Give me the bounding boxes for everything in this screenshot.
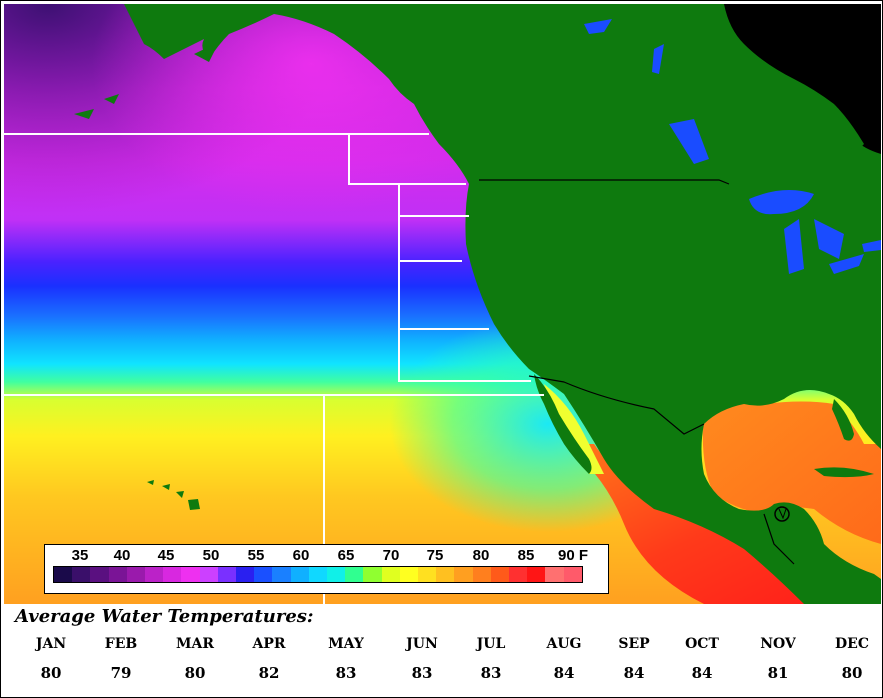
legend-tick-label: 80 (472, 547, 490, 564)
legend-tick-label: 60 (292, 547, 310, 564)
legend-ticks: 35 40 45 50 55 60 65 70 75 80 85 90 F (45, 547, 608, 565)
lake-michigan (784, 219, 804, 274)
month-name: MAR (176, 636, 214, 652)
map-svg (4, 4, 881, 604)
month-name: APR (252, 636, 286, 652)
legend-color-swatch (163, 567, 182, 582)
lake-great-bear (584, 19, 612, 34)
month-name: NOV (760, 636, 796, 652)
legend-color-swatch (145, 567, 164, 582)
land-florida (832, 399, 854, 441)
land-baja-california (534, 374, 592, 474)
legend-tick-label: 50 (202, 547, 220, 564)
legend-color-swatch (126, 567, 146, 582)
legend-tick-label: 45 (157, 547, 175, 564)
legend-color-swatch (399, 567, 419, 582)
lake-winnipeg (669, 119, 709, 164)
temperature-legend: 35 40 45 50 55 60 65 70 75 80 85 90 F (44, 544, 609, 594)
legend-color-swatch (199, 567, 218, 582)
month-temperature-value: 83 (411, 664, 433, 682)
border-us-canada (479, 179, 730, 185)
month-temperature-value: 81 (767, 664, 789, 682)
ocean-gulf-of-mexico (702, 401, 881, 544)
land-labrador (834, 104, 864, 149)
legend-color-swatch (181, 567, 200, 582)
legend-color-swatch (90, 567, 109, 582)
legend-color-bar (53, 566, 583, 583)
legend-color-swatch (472, 567, 491, 582)
location-marker-icon (774, 506, 790, 522)
lake-superior (749, 190, 814, 215)
forecast-zone-lines (4, 133, 544, 604)
lake-ontario (862, 240, 881, 252)
legend-tick-label: 90 F (557, 547, 589, 564)
month-name: JAN (35, 636, 67, 652)
ocean-gulf-of-california (544, 384, 604, 474)
border-central-america (763, 513, 795, 565)
land-cuba (814, 467, 874, 478)
legend-color-swatch (236, 567, 255, 582)
border-us-mexico (528, 375, 705, 435)
legend-tick-label: 75 (426, 547, 444, 564)
legend-color-swatch (254, 567, 273, 582)
legend-color-swatch (290, 567, 309, 582)
month-temperature-value: 83 (480, 664, 502, 682)
legend-color-swatch (418, 567, 437, 582)
month-name: OCT (685, 636, 719, 652)
location-marker-glyph (778, 508, 787, 520)
month-name: DEC (835, 636, 869, 652)
month-name: JUL (476, 636, 506, 652)
month-temperature-value: 84 (691, 664, 713, 682)
legend-color-swatch (272, 567, 291, 582)
month-temperature-value: 79 (110, 664, 132, 682)
sea-temperature-map (4, 4, 881, 604)
legend-color-swatch (345, 567, 364, 582)
legend-color-swatch (363, 567, 382, 582)
legend-color-swatch (54, 567, 73, 582)
legend-color-swatch (545, 567, 564, 582)
legend-tick-label: 55 (247, 547, 265, 564)
month-name: FEB (104, 636, 138, 652)
legend-color-swatch (563, 567, 582, 582)
month-temperature-value: 80 (184, 664, 206, 682)
legend-color-swatch (217, 567, 237, 582)
lake-huron (814, 219, 844, 259)
legend-tick-label: 70 (382, 547, 400, 564)
legend-tick-label: 40 (113, 547, 131, 564)
month-name: AUG (546, 636, 582, 652)
legend-color-swatch (436, 567, 455, 582)
legend-color-swatch (327, 567, 346, 582)
month-name: JUN (406, 636, 438, 652)
lake-great-slave (652, 44, 664, 74)
legend-tick-label: 85 (517, 547, 535, 564)
month-temperature-value: 80 (40, 664, 62, 682)
land-hawaii (147, 480, 200, 510)
legend-color-swatch (308, 567, 328, 582)
legend-color-swatch (381, 567, 400, 582)
land-aleutian-islands (74, 42, 219, 119)
legend-tick-label: 35 (71, 547, 89, 564)
legend-color-swatch (72, 567, 91, 582)
panel-title: Average Water Temperatures: (15, 606, 314, 627)
legend-tick-label: 65 (337, 547, 355, 564)
month-temperature-value: 83 (335, 664, 357, 682)
month-name: SEP (618, 636, 650, 652)
month-temperature-value: 80 (841, 664, 863, 682)
legend-color-swatch (509, 567, 528, 582)
legend-color-swatch (454, 567, 473, 582)
month-temperature-value: 84 (623, 664, 645, 682)
month-temperature-value: 82 (258, 664, 280, 682)
month-name: MAY (328, 636, 364, 652)
month-temperature-value: 84 (553, 664, 575, 682)
legend-color-swatch (527, 567, 546, 582)
lake-erie (829, 254, 864, 274)
monthly-temperatures-panel: Average Water Temperatures: JAN 80 FEB 79 MA… (4, 605, 881, 697)
legend-color-swatch (108, 567, 127, 582)
legend-color-swatch (490, 567, 510, 582)
